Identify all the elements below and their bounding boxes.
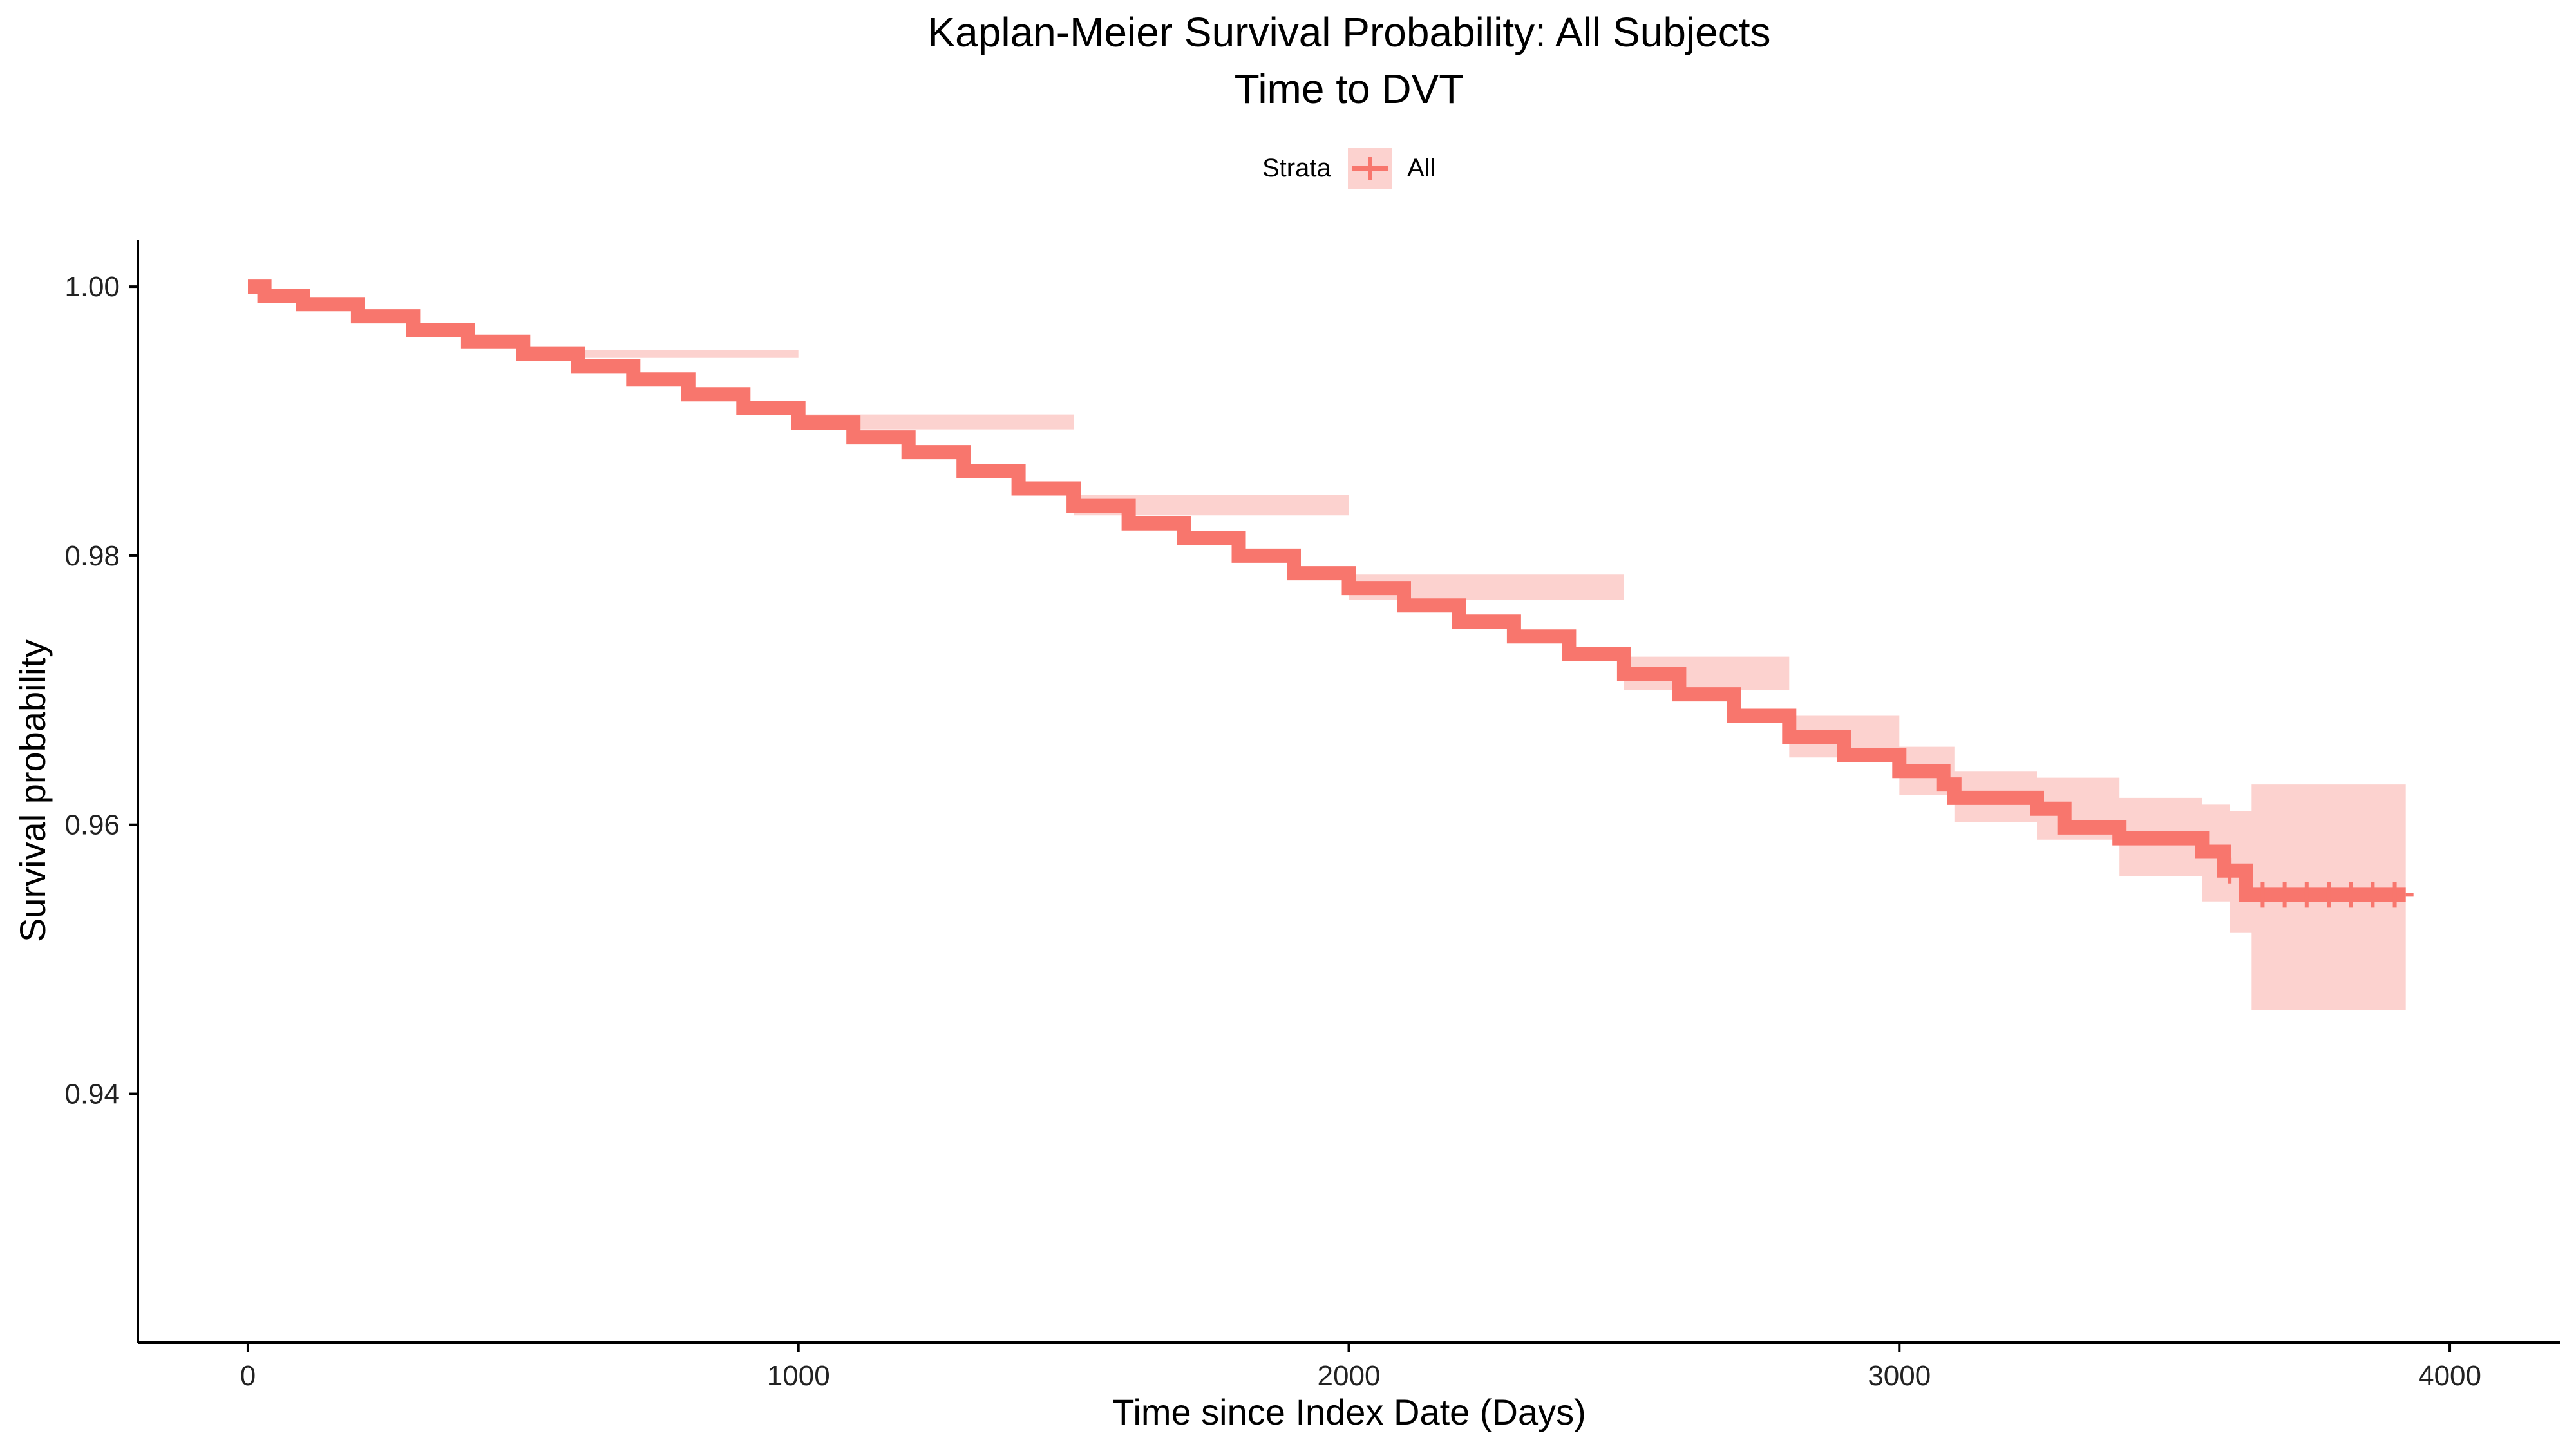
legend-label-all: All <box>1407 154 1435 182</box>
y-tick-label: 0.98 <box>64 540 120 572</box>
survival-curve-all <box>248 279 2406 902</box>
y-axis-title: Survival probability <box>12 639 53 942</box>
x-axis: 0 1000 2000 3000 4000 <box>240 1343 2481 1392</box>
x-tick-label: 4000 <box>2418 1360 2481 1392</box>
x-tick-label: 2000 <box>1318 1360 1381 1392</box>
chart-subtitle: Time to DVT <box>1235 66 1464 112</box>
x-axis-title: Time since Index Date (Days) <box>1112 1392 1586 1432</box>
y-tick-label: 0.96 <box>64 810 120 841</box>
y-tick-label: 0.94 <box>64 1079 120 1110</box>
legend: Strata All <box>1262 148 1435 189</box>
censor-marks <box>2228 857 2414 908</box>
legend-title: Strata <box>1262 154 1331 182</box>
x-tick-label: 0 <box>240 1360 256 1392</box>
ci-band <box>248 287 2406 1011</box>
y-tick-label: 1.00 <box>64 271 120 303</box>
plot-area <box>248 279 2414 1011</box>
chart-title: Kaplan-Meier Survival Probability: All S… <box>927 9 1770 55</box>
y-axis: 0.94 0.96 0.98 1.00 <box>64 271 138 1110</box>
x-tick-label: 3000 <box>1868 1360 1931 1392</box>
x-tick-label: 1000 <box>767 1360 830 1392</box>
